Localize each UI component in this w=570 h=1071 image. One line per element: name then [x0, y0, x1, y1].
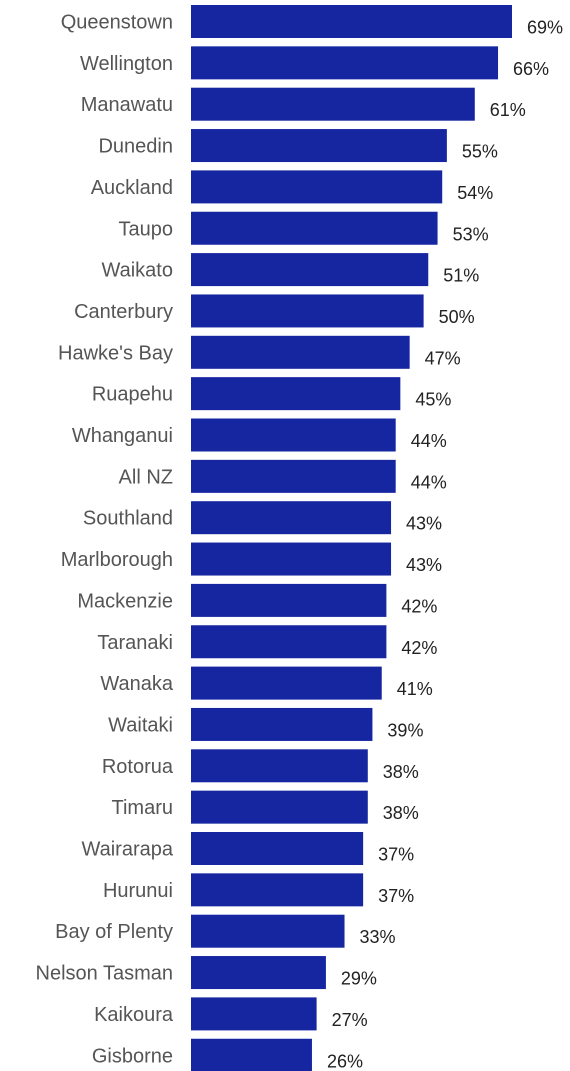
value-label: 44% [411, 431, 447, 451]
category-label: Timaru [112, 797, 173, 819]
value-label: 37% [378, 845, 414, 865]
category-label: All NZ [119, 466, 173, 488]
category-label: Waitaki [108, 714, 173, 736]
category-label: Wanaka [100, 673, 174, 695]
category-label: Rotorua [102, 756, 174, 778]
value-label: 55% [462, 142, 498, 162]
value-label: 27% [332, 1010, 368, 1030]
category-label: Ruapehu [92, 384, 173, 406]
value-label: 42% [401, 638, 437, 658]
value-label: 51% [443, 266, 479, 286]
value-label: 41% [397, 679, 433, 699]
bar [191, 377, 401, 411]
bar [191, 1038, 312, 1071]
bar [191, 790, 368, 824]
bar [191, 46, 499, 80]
bar [191, 707, 373, 741]
value-label: 45% [415, 390, 451, 410]
bar [191, 170, 443, 204]
category-label: Marlborough [61, 549, 173, 571]
category-label: Hurunui [103, 880, 173, 902]
category-label: Whanganui [72, 425, 173, 447]
category-label: Taranaki [97, 632, 173, 654]
category-label: Wellington [80, 53, 173, 75]
value-label: 26% [327, 1051, 363, 1071]
category-label: Canterbury [74, 301, 173, 323]
value-label: 33% [360, 927, 396, 947]
category-label: Bay of Plenty [55, 921, 173, 943]
category-label: Kaikoura [94, 1004, 174, 1026]
category-label: Mackenzie [77, 590, 173, 612]
bar [191, 253, 429, 287]
value-label: 54% [457, 183, 493, 203]
category-label: Dunedin [98, 136, 173, 158]
value-label: 53% [453, 224, 489, 244]
bar [191, 87, 475, 121]
bar [191, 914, 345, 948]
bar [191, 335, 410, 369]
bar [191, 5, 512, 38]
bar [191, 583, 387, 617]
bar [191, 459, 396, 493]
value-label: 38% [383, 762, 419, 782]
bar [191, 211, 438, 245]
category-label: Taupo [119, 218, 174, 240]
bar [191, 749, 368, 783]
category-label: Auckland [91, 177, 173, 199]
value-label: 43% [406, 514, 442, 534]
bar [191, 501, 392, 535]
bar [191, 873, 364, 907]
value-label: 44% [411, 472, 447, 492]
bar [191, 129, 447, 163]
bar [191, 956, 326, 990]
bar [191, 294, 424, 328]
bar [191, 418, 396, 452]
value-label: 42% [401, 596, 437, 616]
bar [191, 625, 387, 659]
value-label: 69% [527, 18, 563, 38]
category-label: Queenstown [61, 12, 173, 34]
category-label: Waikato [101, 260, 173, 282]
bar [191, 666, 382, 700]
bar [191, 542, 392, 576]
bar [191, 832, 364, 865]
category-label: Gisborne [92, 1045, 173, 1067]
value-label: 66% [513, 59, 549, 79]
category-label: Southland [83, 508, 173, 530]
value-label: 47% [425, 348, 461, 368]
category-label: Wairarapa [81, 839, 173, 861]
value-label: 50% [439, 307, 475, 327]
value-label: 39% [387, 720, 423, 740]
value-label: 38% [383, 803, 419, 823]
value-label: 29% [341, 969, 377, 989]
bar [191, 997, 317, 1031]
value-label: 37% [378, 886, 414, 906]
value-label: 61% [490, 100, 526, 120]
value-label: 43% [406, 555, 442, 575]
category-label: Nelson Tasman [36, 963, 173, 985]
category-label: Manawatu [81, 94, 173, 116]
category-label: Hawke's Bay [58, 342, 173, 364]
